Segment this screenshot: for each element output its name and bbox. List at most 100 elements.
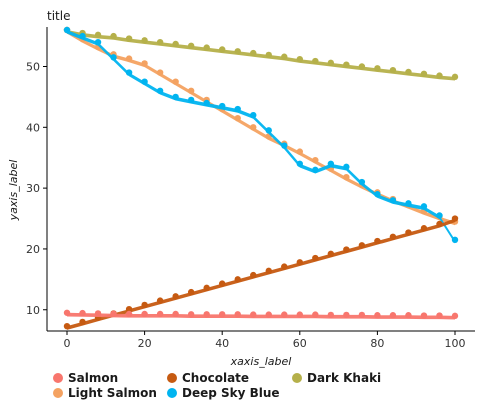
point-deep-sky-blue-2 [94, 38, 102, 46]
point-dark-khaki-5 [141, 37, 148, 44]
point-dark-khaki-3 [110, 32, 117, 40]
point-deep-sky-blue-0 [63, 26, 71, 34]
point-deep-sky-blue-23 [420, 203, 428, 210]
point-chocolate-25 [451, 215, 459, 222]
axes: 10 20 30 40 50 0 20 40 60 80 100 [26, 27, 475, 350]
point-dark-khaki-11 [234, 48, 241, 55]
chart-title: title [47, 9, 70, 23]
point-dark-khaki-17 [327, 59, 335, 67]
point-chocolate-17 [327, 250, 335, 258]
point-salmon-11 [234, 311, 241, 318]
ribbon-chocolate [67, 218, 455, 330]
point-dark-khaki-20 [374, 65, 381, 72]
point-light-salmon-4 [125, 55, 133, 62]
legend-label-salmon: Salmon [68, 371, 118, 385]
series-salmon [63, 309, 459, 320]
point-chocolate-0 [63, 322, 71, 330]
y-tick-label-20: 20 [26, 243, 40, 256]
point-light-salmon-12 [250, 124, 257, 131]
point-salmon-9 [203, 311, 210, 318]
point-deep-sky-blue-10 [219, 102, 226, 110]
point-chocolate-4 [125, 305, 133, 313]
point-deep-sky-blue-20 [374, 191, 381, 198]
point-salmon-23 [420, 312, 428, 319]
point-chocolate-15 [296, 259, 303, 266]
point-deep-sky-blue-5 [141, 78, 148, 85]
point-salmon-14 [281, 311, 288, 318]
point-chocolate-1 [79, 318, 86, 326]
x-tick-label-20: 20 [138, 337, 152, 350]
point-chocolate-12 [250, 271, 257, 279]
point-salmon-0 [63, 309, 71, 316]
point-dark-khaki-16 [312, 57, 319, 65]
point-salmon-24 [436, 312, 443, 319]
point-salmon-13 [265, 311, 272, 318]
point-deep-sky-blue-24 [436, 212, 443, 219]
ribbon-light-salmon [67, 30, 455, 226]
point-dark-khaki-19 [358, 63, 366, 70]
x-tick-label-80: 80 [370, 337, 384, 350]
point-dark-khaki-18 [343, 61, 350, 68]
point-chocolate-20 [374, 237, 381, 245]
point-deep-sky-blue-9 [203, 99, 210, 107]
point-salmon-4 [125, 310, 133, 318]
x-tick-label-0: 0 [64, 337, 71, 350]
point-chocolate-16 [312, 254, 319, 262]
point-chocolate-24 [436, 220, 443, 228]
x-tick-label-40: 40 [215, 337, 229, 350]
point-dark-khaki-6 [156, 38, 164, 46]
point-salmon-7 [172, 310, 179, 318]
y-tick-label-40: 40 [26, 121, 40, 134]
point-deep-sky-blue-17 [327, 160, 335, 167]
y-tick-label-50: 50 [26, 60, 40, 73]
point-salmon-6 [156, 310, 164, 318]
legend-marker-salmon [53, 373, 63, 383]
legend-label-chocolate: Chocolate [182, 371, 249, 385]
point-salmon-17 [327, 311, 335, 319]
point-salmon-21 [389, 312, 397, 319]
point-chocolate-23 [420, 225, 428, 232]
point-deep-sky-blue-11 [234, 105, 241, 113]
point-salmon-16 [312, 311, 319, 318]
point-chocolate-10 [219, 280, 226, 287]
point-dark-khaki-2 [94, 31, 102, 39]
point-deep-sky-blue-18 [343, 163, 350, 171]
point-chocolate-21 [389, 233, 397, 240]
point-chocolate-9 [203, 284, 210, 292]
point-dark-khaki-9 [203, 44, 210, 51]
point-deep-sky-blue-16 [312, 166, 319, 174]
point-deep-sky-blue-3 [110, 54, 117, 61]
point-salmon-15 [296, 311, 303, 318]
point-dark-khaki-22 [405, 68, 412, 76]
point-deep-sky-blue-8 [187, 96, 195, 104]
point-chocolate-6 [156, 297, 164, 304]
point-deep-sky-blue-12 [250, 111, 257, 119]
point-chocolate-19 [358, 242, 366, 249]
point-light-salmon-18 [343, 173, 350, 181]
legend-marker-chocolate [167, 373, 177, 383]
point-light-salmon-5 [141, 60, 148, 67]
point-dark-khaki-21 [389, 66, 397, 74]
point-deep-sky-blue-25 [451, 236, 459, 244]
point-chocolate-22 [405, 229, 412, 236]
legend-marker-light-salmon [53, 388, 63, 398]
legend-label-light-salmon: Light Salmon [68, 386, 157, 400]
point-salmon-25 [451, 312, 459, 320]
x-tick-label-60: 60 [293, 337, 307, 350]
point-light-salmon-6 [156, 69, 164, 76]
point-light-salmon-7 [172, 78, 179, 85]
point-deep-sky-blue-15 [296, 160, 303, 167]
point-chocolate-8 [187, 288, 195, 296]
y-axis-title: yaxis_label [7, 160, 20, 222]
point-chocolate-11 [234, 276, 241, 283]
point-light-salmon-8 [187, 87, 195, 95]
point-chocolate-13 [265, 267, 272, 275]
point-deep-sky-blue-19 [358, 178, 366, 186]
y-tick-label-10: 10 [26, 304, 40, 317]
point-deep-sky-blue-13 [265, 127, 272, 134]
point-dark-khaki-13 [265, 51, 272, 59]
point-dark-khaki-7 [172, 40, 179, 48]
point-dark-khaki-12 [250, 49, 257, 57]
point-deep-sky-blue-14 [281, 142, 288, 149]
